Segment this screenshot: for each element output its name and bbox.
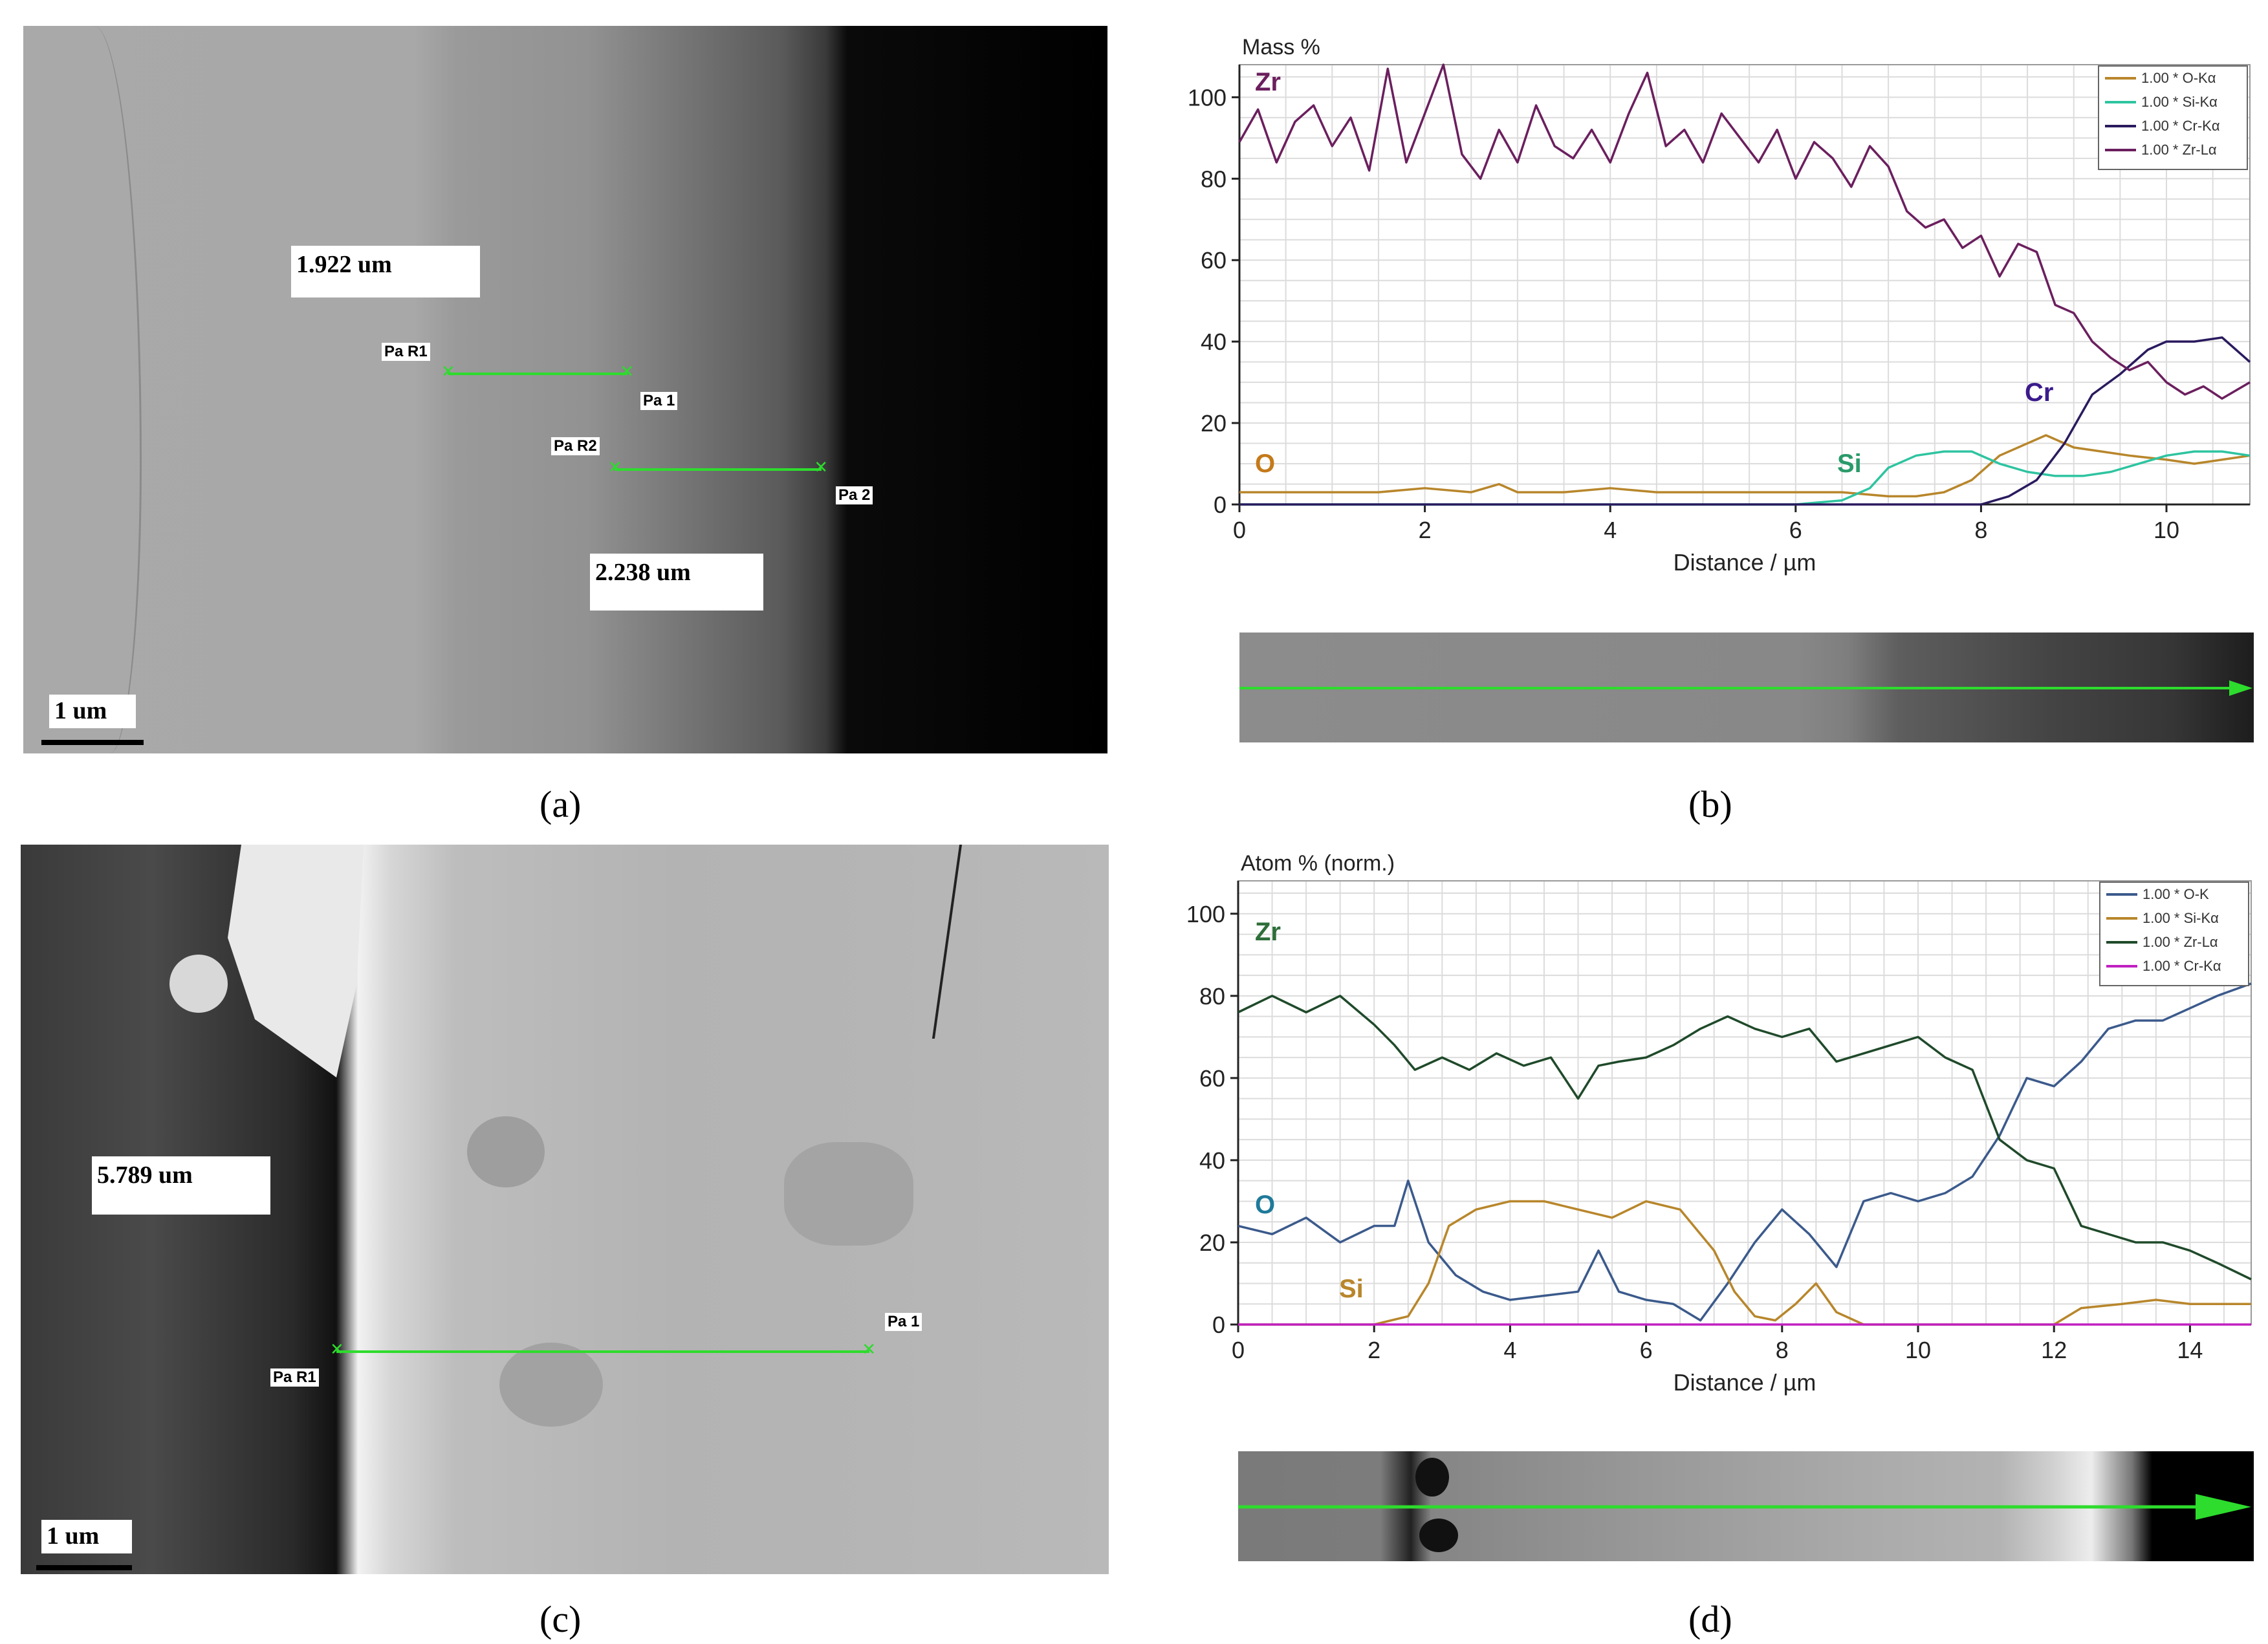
- x-axis-label: Distance / µm: [1674, 1369, 1816, 1396]
- x-tick-label: 2: [1419, 517, 1432, 543]
- inclusion: [499, 1343, 603, 1427]
- legend-entry: 1.00 * Cr-Kα: [2141, 118, 2220, 134]
- x-tick-label: 4: [1604, 517, 1617, 543]
- y-tick-label: 80: [1199, 983, 1225, 1010]
- y-tick-label: 60: [1199, 1065, 1225, 1092]
- measurement-label-2: 2.238 um: [590, 554, 763, 611]
- element-annotation: Zr: [1255, 68, 1281, 96]
- x-tick-label: 12: [2041, 1337, 2067, 1363]
- measurement-line-2: [608, 459, 828, 475]
- measurement-line-1: [441, 363, 634, 380]
- y-tick-label: 20: [1201, 410, 1227, 437]
- x-tick-label: 6: [1789, 517, 1802, 543]
- series-line-2: [1238, 995, 2252, 1281]
- element-annotation: O: [1255, 449, 1275, 478]
- y-tick-label: 80: [1201, 166, 1227, 192]
- x-tick-label: 10: [1905, 1337, 1931, 1363]
- element-annotation: Si: [1339, 1275, 1364, 1303]
- caption-b: (b): [1688, 783, 1732, 825]
- measurement-line-c: [330, 1341, 876, 1357]
- legend-box: [2098, 65, 2248, 170]
- y-axis-label: Atom % (norm.): [1241, 851, 1395, 876]
- crack: [932, 845, 988, 1039]
- scale-label-a: 1 um: [49, 695, 136, 728]
- y-tick-label: 40: [1199, 1147, 1225, 1174]
- legend-entry: 1.00 * Zr-Lα: [2141, 142, 2217, 158]
- tag-pa-r1-c: Pa R1: [270, 1368, 319, 1387]
- y-axis-label: Mass %: [1242, 35, 1320, 59]
- x-axis-label: Distance / µm: [1674, 549, 1816, 576]
- y-tick-label: 100: [1186, 901, 1225, 927]
- crystal-shard: [228, 845, 364, 1077]
- series-line-2: [1239, 336, 2251, 506]
- series-line-1: [1238, 1200, 2251, 1326]
- legend-entry: 1.00 * Cr-Kα: [2143, 958, 2221, 974]
- x-tick-label: 0: [1233, 517, 1246, 543]
- y-tick-label: 40: [1201, 329, 1227, 355]
- x-tick-label: 0: [1232, 1337, 1245, 1363]
- tag-pa-r2: Pa R2: [551, 437, 600, 455]
- particle: [169, 955, 228, 1013]
- scale-bar-c: [36, 1565, 132, 1570]
- y-tick-label: 0: [1212, 1312, 1225, 1338]
- caption-c: (c): [540, 1598, 582, 1640]
- series-line-1: [1239, 450, 2251, 506]
- x-tick-label: 6: [1640, 1337, 1653, 1363]
- line-scan-chart-d: 0 20 40 60 80 100 0 2 4 6 8 10 12 14 Atom % (norm.) Dis…: [1186, 851, 2252, 1396]
- x-tick-label: 2: [1368, 1337, 1380, 1363]
- series-line-3: [1238, 63, 2251, 400]
- scale-bar-a: [41, 740, 144, 745]
- tag-pa-r1: Pa R1: [382, 343, 430, 361]
- sem-image-a: [23, 26, 1107, 753]
- tag-pa-2: Pa 2: [836, 486, 873, 504]
- legend-entry: 1.00 * O-K: [2143, 886, 2209, 902]
- legend-entry: 1.00 * Si-Kα: [2141, 94, 2218, 110]
- series-line-0: [1238, 982, 2252, 1322]
- y-tick-label: 100: [1188, 84, 1227, 111]
- x-tick-label: 8: [1776, 1337, 1789, 1363]
- tag-pa-1: Pa 1: [640, 392, 678, 410]
- legend-box: [2099, 881, 2249, 986]
- element-annotation: Cr: [2025, 378, 2053, 407]
- caption-a: (a): [540, 783, 582, 825]
- linescan-strip-b: [1239, 633, 2254, 742]
- inclusion: [467, 1116, 545, 1187]
- x-tick-label: 4: [1503, 1337, 1516, 1363]
- element-annotation: Zr: [1255, 918, 1281, 946]
- legend: 1.00 * O-Kα 1.00 * Si-Kα 1.00 * Cr-Kα 1.00 …: [2098, 65, 2248, 170]
- x-tick-label: 14: [2177, 1337, 2203, 1363]
- y-tick-label: 0: [1214, 492, 1227, 518]
- x-tick-label: 8: [1974, 517, 1987, 543]
- element-annotation: Si: [1837, 449, 1862, 478]
- caption-d: (d): [1688, 1598, 1732, 1640]
- grain-boundary: [62, 26, 142, 753]
- scale-label-c: 1 um: [41, 1520, 132, 1553]
- legend-entry: 1.00 * Si-Kα: [2143, 910, 2219, 926]
- element-annotation: O: [1255, 1191, 1275, 1219]
- y-tick-label: 60: [1201, 247, 1227, 274]
- measurement-label-c: 5.789 um: [92, 1156, 270, 1215]
- inclusion: [784, 1142, 913, 1246]
- x-tick-label: 10: [2154, 517, 2179, 543]
- series-line-0: [1239, 434, 2251, 498]
- tag-pa-1-c: Pa 1: [885, 1313, 922, 1331]
- line-scan-chart-b: 0 20 40 60 80 100 0 2 4 6 8 10 Mass % Distance / µm 1.…: [1188, 35, 2251, 576]
- legend-entry: 1.00 * O-Kα: [2141, 70, 2216, 86]
- linescan-strip-d: [1238, 1451, 2254, 1561]
- measurement-label-1: 1.922 um: [291, 246, 480, 297]
- legend: 1.00 * O-K 1.00 * Si-Kα 1.00 * Zr-Lα 1.00 *…: [2099, 881, 2249, 986]
- y-tick-label: 20: [1199, 1229, 1225, 1256]
- legend-entry: 1.00 * Zr-Lα: [2143, 934, 2218, 950]
